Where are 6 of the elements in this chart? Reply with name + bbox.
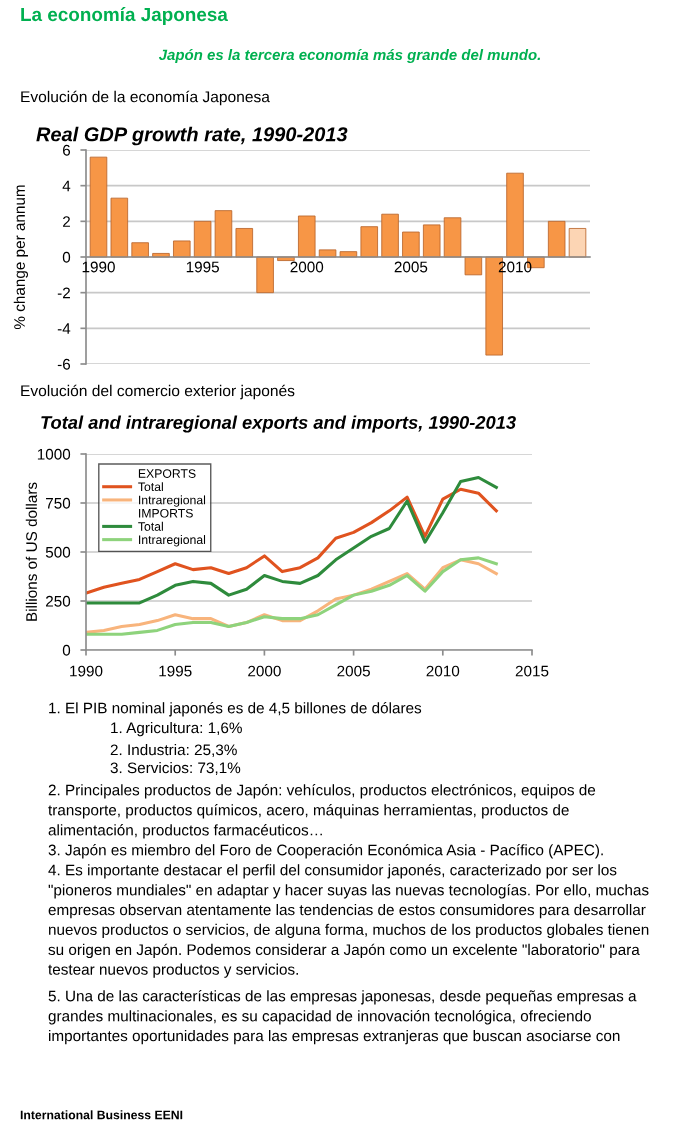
line-series (86, 487, 498, 595)
bar (506, 172, 524, 258)
text: La economía Japonesa (21, 7, 228, 25)
chart-title: Real GDP growth rate, 1990-2013 (36, 126, 348, 146)
line-series (86, 475, 498, 605)
chart-title: Total and intraregional exports and imports, 1990-2013 (41, 415, 516, 433)
